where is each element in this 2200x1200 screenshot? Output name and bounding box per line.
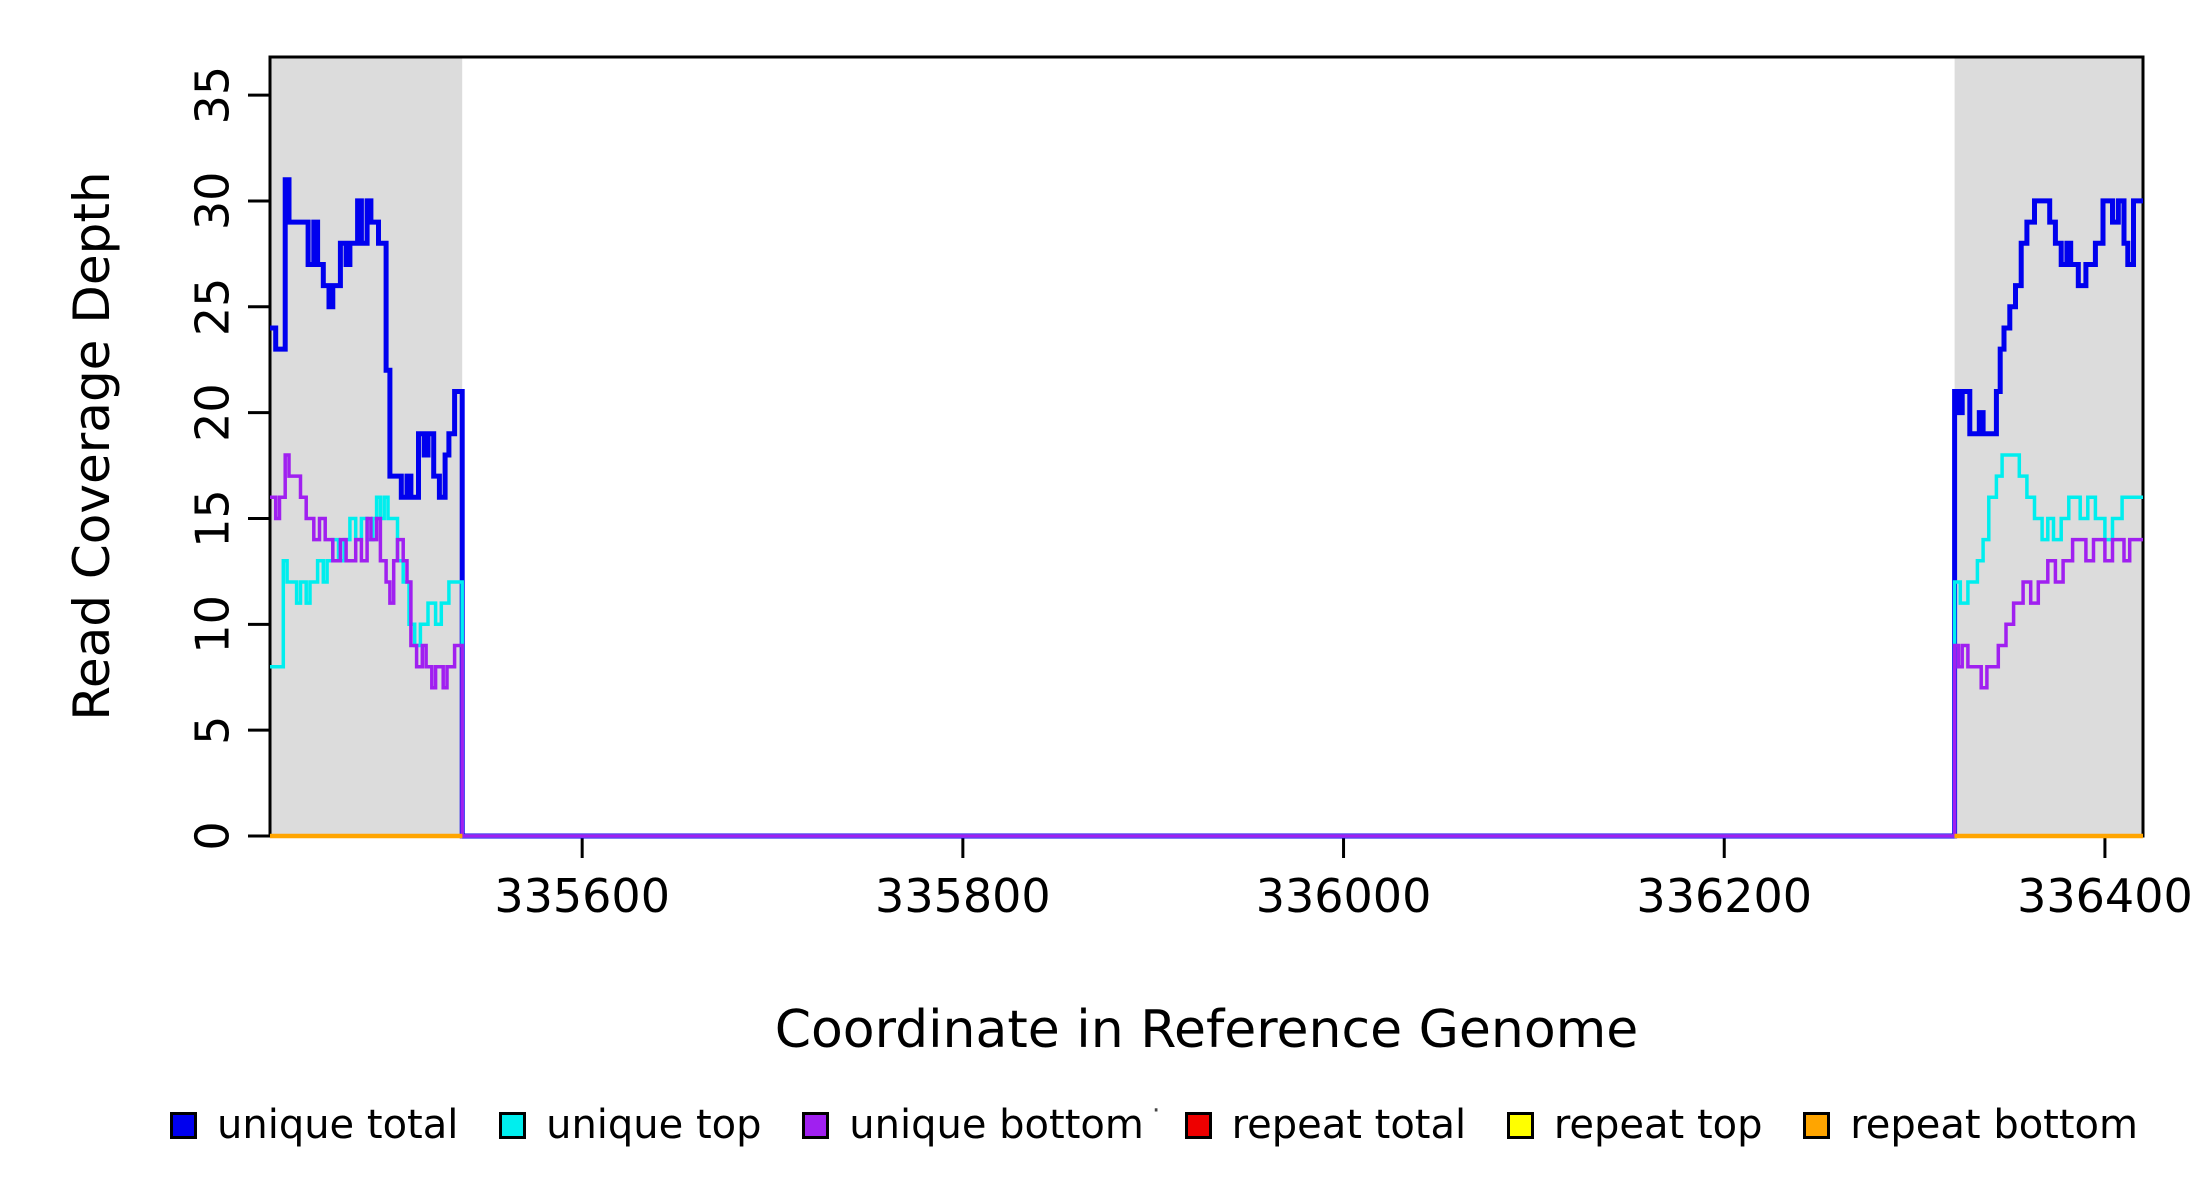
y-tick-label: 35 [186,66,240,125]
series-line-unique-bottom [270,453,2143,838]
y-tick-label: 20 [186,383,240,442]
legend-item-unique-total: unique total [170,1102,458,1148]
x-tick-label: 336200 [1636,869,1812,923]
y-tick-label: 25 [185,278,239,337]
x-axis-title: Coordinate in Reference Genome [774,1000,1639,1060]
legend-label: repeat bottom [1850,1102,2138,1148]
x-tick-label: 336400 [2017,869,2193,923]
unique-total-swatch-icon [170,1111,197,1139]
legend-item-unique-bottom: unique bottom [802,1102,1144,1148]
series-line-unique-top [270,453,2143,838]
legend-item-unique-top: unique top [499,1102,762,1148]
y-tick-label: 0 [186,821,240,850]
y-tick-label: 10 [186,595,240,654]
y-tick-label: 5 [185,716,239,745]
x-tick-label: 336000 [1256,869,1432,923]
stray-mark: · [1152,1096,1161,1126]
y-tick-label: 15 [185,489,239,548]
legend-label: repeat total [1231,1102,1467,1148]
repeat-top-swatch-icon [1506,1111,1534,1139]
legend-item-repeat-total: repeat total [1184,1102,1467,1148]
plot-box-border [268,55,2145,838]
legend-label: repeat top [1553,1102,1763,1148]
legend-item-repeat-top: repeat top [1506,1102,1763,1148]
repeat-region-right-band [1954,57,2143,836]
unique-top-swatch-icon [499,1111,527,1139]
y-tick-label: 30 [186,172,240,231]
legend-label: unique bottom [849,1102,1144,1148]
repeat-bottom-swatch-icon [1803,1111,1831,1139]
x-tick-label: 335600 [494,869,670,923]
legend-label: unique top [546,1102,762,1148]
y-axis-title: Read Coverage Depth [63,171,121,721]
repeat-total-swatch-icon [1184,1111,1212,1139]
series-line-unique-total [270,177,2143,839]
legend: unique total unique top unique bottom re… [170,1102,2138,1148]
unique-bottom-swatch-icon [802,1111,830,1139]
x-tick-label: 335800 [875,869,1051,923]
legend-item-repeat-bottom: repeat bottom [1803,1102,2138,1148]
legend-label: unique total [217,1102,459,1148]
